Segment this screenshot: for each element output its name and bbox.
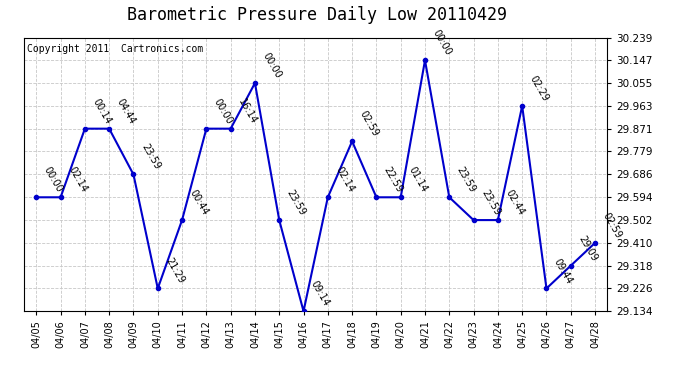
Text: 02:14: 02:14 [66, 165, 89, 195]
Text: 23:59: 23:59 [479, 188, 502, 217]
Text: 09:44: 09:44 [552, 256, 575, 286]
Text: Barometric Pressure Daily Low 20110429: Barometric Pressure Daily Low 20110429 [128, 6, 507, 24]
Text: Copyright 2011  Cartronics.com: Copyright 2011 Cartronics.com [27, 44, 204, 54]
Text: 23:59: 23:59 [285, 188, 308, 217]
Text: 00:00: 00:00 [42, 165, 64, 195]
Text: 21:29: 21:29 [164, 256, 186, 286]
Text: 00:00: 00:00 [431, 28, 453, 57]
Text: 04:44: 04:44 [115, 97, 137, 126]
Text: 01:14: 01:14 [406, 165, 428, 195]
Text: 02:29: 02:29 [528, 74, 551, 103]
Text: 02:44: 02:44 [504, 188, 526, 217]
Text: 00:44: 00:44 [188, 188, 210, 217]
Text: 00:00: 00:00 [212, 97, 235, 126]
Text: 00:14: 00:14 [90, 97, 113, 126]
Text: 23:59: 23:59 [139, 142, 161, 172]
Text: 09:14: 09:14 [309, 279, 332, 309]
Text: 29:09: 29:09 [576, 234, 599, 263]
Text: 02:59: 02:59 [600, 211, 623, 240]
Text: 02:59: 02:59 [357, 109, 380, 138]
Text: 22:59: 22:59 [382, 165, 405, 195]
Text: 23:59: 23:59 [455, 165, 477, 195]
Text: 02:14: 02:14 [333, 165, 356, 195]
Text: 00:00: 00:00 [261, 51, 283, 80]
Text: 16:14: 16:14 [236, 97, 259, 126]
